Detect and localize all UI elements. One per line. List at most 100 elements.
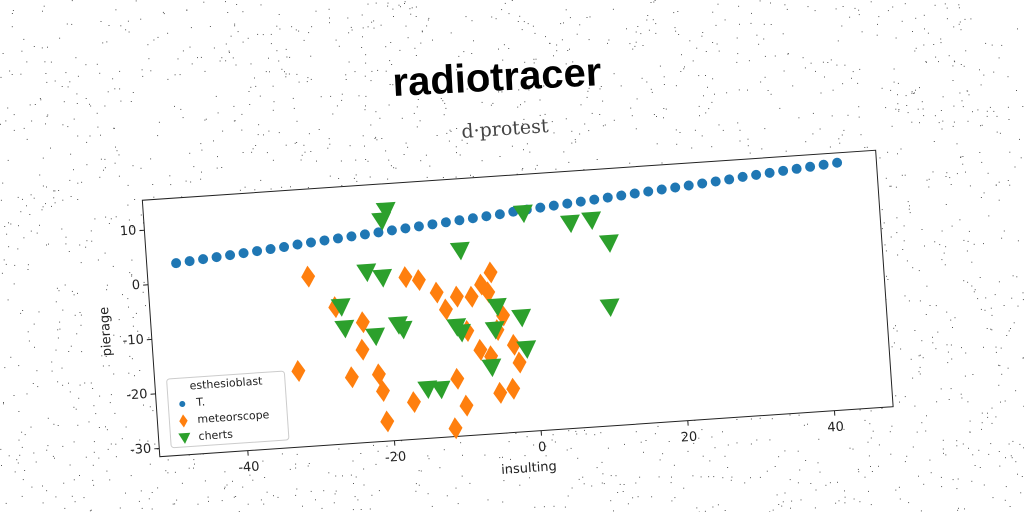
noise-dot: [228, 52, 230, 53]
noise-dot: [1009, 184, 1011, 186]
noise-dot: [956, 440, 958, 442]
noise-dot: [353, 483, 354, 484]
noise-dot: [895, 489, 897, 491]
noise-dot: [717, 504, 719, 506]
noise-dot: [936, 401, 938, 403]
noise-dot: [68, 351, 70, 352]
noise-dot: [914, 330, 916, 331]
noise-dot: [190, 181, 192, 183]
noise-dot: [712, 11, 714, 13]
noise-dot: [76, 103, 78, 104]
noise-dot: [996, 131, 998, 133]
noise-dot: [54, 190, 56, 192]
noise-dot: [371, 70, 373, 72]
noise-dot: [941, 128, 943, 130]
noise-dot: [330, 95, 332, 97]
noise-dot: [42, 10, 43, 12]
noise-dot: [85, 456, 87, 458]
noise-dot: [89, 103, 90, 105]
noise-dot: [747, 145, 749, 147]
chart-title: radiotracer: [391, 50, 602, 105]
noise-dot: [244, 186, 246, 188]
noise-dot: [494, 127, 496, 129]
noise-dot: [142, 75, 144, 77]
noise-dot: [46, 186, 47, 188]
noise-dot: [839, 142, 841, 144]
noise-dot: [335, 490, 337, 492]
noise-dot: [956, 173, 958, 175]
noise-dot: [296, 142, 298, 143]
noise-dot: [119, 88, 121, 90]
noise-dot: [571, 487, 573, 489]
noise-dot: [925, 61, 927, 62]
noise-dot: [642, 45, 644, 46]
noise-dot: [227, 12, 229, 13]
noise-dot: [674, 27, 676, 29]
noise-dot: [623, 484, 625, 485]
noise-dot: [419, 83, 421, 85]
noise-dot: [59, 37, 61, 39]
noise-dot: [881, 407, 883, 409]
noise-dot: [7, 159, 9, 161]
noise-dot: [204, 70, 206, 72]
noise-dot: [375, 136, 377, 138]
noise-dot: [889, 185, 891, 187]
noise-dot: [1001, 237, 1003, 239]
noise-dot: [909, 205, 910, 207]
noise-dot: [607, 447, 609, 449]
noise-dot: [30, 194, 32, 196]
noise-dot: [591, 485, 593, 487]
noise-dot: [207, 496, 209, 498]
noise-dot: [978, 449, 980, 451]
noise-dot: [983, 192, 985, 194]
noise-dot: [355, 476, 357, 478]
noise-dot: [501, 9, 503, 11]
noise-dot: [258, 124, 260, 126]
noise-dot: [371, 494, 373, 496]
noise-dot: [985, 42, 987, 44]
noise-dot: [968, 94, 970, 96]
noise-dot: [857, 468, 859, 470]
noise-dot: [484, 454, 486, 456]
noise-dot: [76, 333, 78, 335]
noise-dot: [646, 19, 648, 21]
noise-dot: [551, 439, 553, 441]
noise-dot: [654, 433, 656, 435]
noise-dot: [899, 401, 900, 403]
noise-dot: [385, 150, 387, 152]
noise-dot: [381, 138, 383, 139]
noise-dot: [455, 146, 457, 148]
noise-dot: [805, 141, 807, 143]
noise-dot: [222, 130, 224, 132]
noise-dot: [887, 279, 889, 280]
noise-dot: [962, 163, 964, 165]
noise-dot: [708, 476, 710, 478]
noise-dot: [979, 69, 980, 71]
noise-dot: [109, 402, 111, 404]
noise-dot: [574, 139, 576, 141]
noise-dot: [526, 436, 528, 438]
noise-dot: [960, 156, 962, 158]
noise-dot: [960, 64, 962, 65]
noise-dot: [986, 328, 988, 329]
noise-dot: [962, 156, 964, 157]
scatter-point: [484, 320, 505, 340]
noise-dot: [903, 225, 905, 227]
noise-dot: [62, 124, 64, 126]
noise-dot: [414, 47, 416, 49]
noise-dot: [401, 117, 403, 119]
noise-dot: [639, 476, 641, 478]
scatter-point: [430, 380, 451, 400]
noise-dot: [455, 69, 457, 71]
noise-dot: [292, 97, 294, 99]
noise-dot: [498, 91, 500, 93]
noise-dot: [933, 44, 935, 45]
noise-dot: [956, 143, 958, 145]
noise-dot: [519, 15, 521, 17]
noise-dot: [140, 214, 142, 216]
noise-dot: [157, 36, 159, 38]
y-tick-label: -10: [122, 332, 144, 348]
noise-dot: [995, 416, 997, 418]
noise-dot: [501, 91, 503, 93]
noise-dot: [814, 10, 816, 12]
